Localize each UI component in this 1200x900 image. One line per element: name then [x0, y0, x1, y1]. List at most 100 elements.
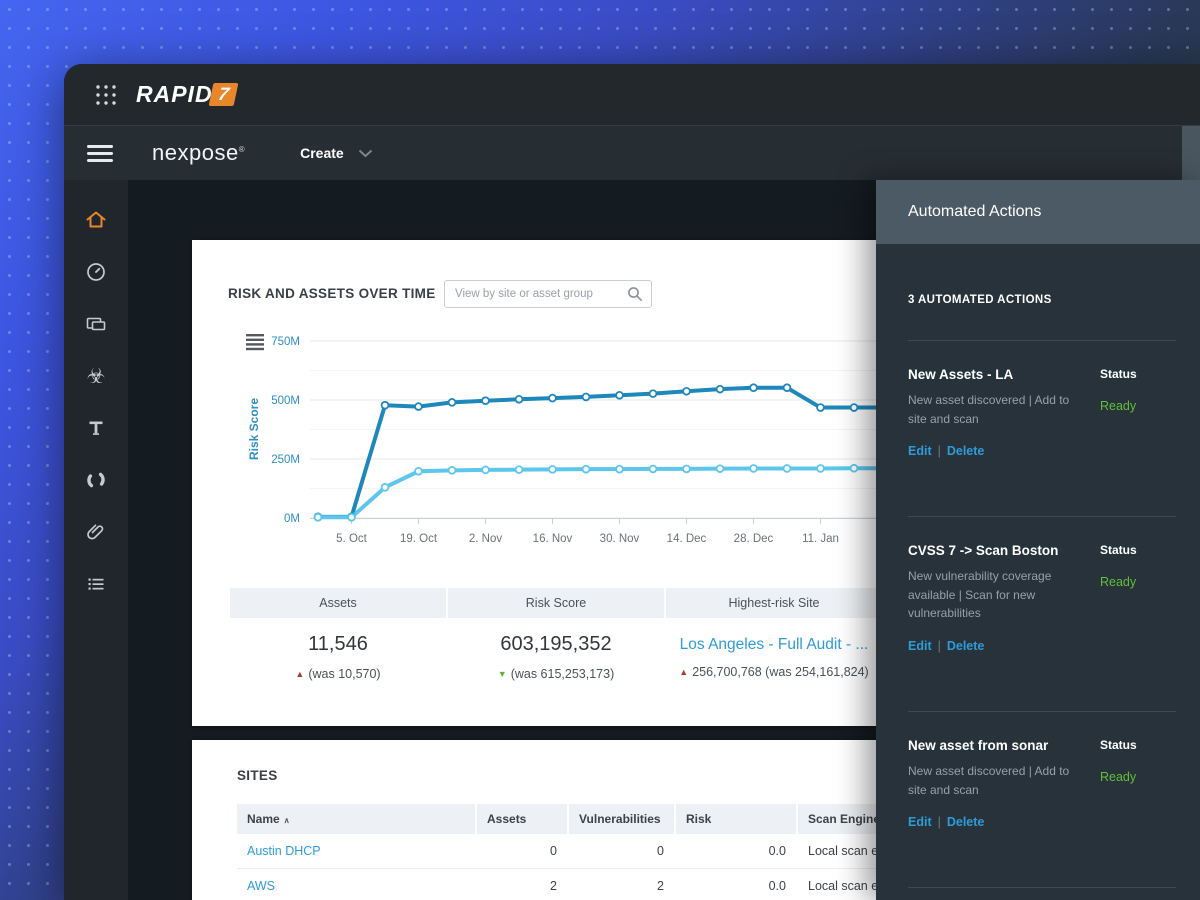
history-icon [87, 263, 105, 281]
status-header: Status [1100, 543, 1137, 558]
site-search-input[interactable] [455, 288, 627, 300]
stat-site-label: Highest-risk Site [666, 588, 882, 618]
stat-assets: Assets 11,546 ▲ (was 10,570) [230, 588, 446, 681]
automated-actions-panel: Automated Actions 3 AUTOMATED ACTIONS Ne… [876, 180, 1200, 900]
risk-card-title: RISK AND ASSETS OVER TIME [228, 286, 436, 301]
logo-text: RAPID [136, 81, 213, 107]
sites-card-title: SITES [237, 768, 278, 783]
stat-risk-label: Risk Score [448, 588, 664, 618]
stat-assets-value: 11,546 [308, 633, 368, 655]
divider [908, 516, 1176, 518]
sort-asc-icon: ∧ [283, 816, 290, 825]
stat-assets-delta: ▲ (was 10,570) [295, 667, 381, 681]
delete-link[interactable]: Delete [946, 444, 985, 459]
svg-text:0M: 0M [284, 513, 300, 525]
nav-bar: nexpose® Create [64, 125, 1200, 180]
panel-body: 3 AUTOMATED ACTIONS New Assets - LA New … [876, 294, 1200, 889]
sidebar-item-policies[interactable] [64, 402, 128, 454]
sidebar-item-reports[interactable] [64, 506, 128, 558]
action-title: New asset from sonar [908, 737, 1049, 753]
status-badge: Ready [1100, 575, 1137, 590]
risk-assets-chart[interactable]: 0M 250M 500M 750M 5. Oct 19. Oct 2. Nov 16. Nov… [192, 328, 1200, 560]
delete-link[interactable]: Delete [946, 638, 985, 653]
divider [908, 710, 1176, 712]
divider [908, 340, 1176, 341]
product-logo: nexpose® [152, 140, 246, 165]
site-search-box[interactable] [444, 280, 652, 308]
col-header-assets[interactable]: Assets [477, 804, 567, 834]
refresh-icon [87, 472, 105, 488]
action-title: New Assets - LA [908, 367, 1014, 382]
svg-text:11. Jan: 11. Jan [802, 533, 839, 545]
delta-down-icon: ▼ [497, 669, 507, 679]
rapid7-logo[interactable]: RAPID 7 [94, 81, 239, 108]
sidebar: ☣ [64, 180, 128, 900]
actions-list: New Assets - LA New asset discovered | A… [908, 341, 1176, 889]
paperclip-icon [87, 524, 104, 540]
svg-text:5. Oct: 5. Oct [336, 533, 367, 545]
app-window: RAPID 7 nexpose® Create [64, 64, 1200, 900]
site-vulnerabilities: 0 [657, 844, 664, 858]
create-button[interactable]: Create [300, 145, 373, 161]
highest-risk-site-link[interactable]: Los Angeles - Full Audit - ... [679, 636, 869, 653]
sidebar-item-vulnerabilities[interactable]: ☣ [64, 350, 128, 402]
delta-up-icon: ▲ [679, 667, 689, 677]
svg-text:28. Dec: 28. Dec [734, 533, 774, 545]
edit-link[interactable]: Edit [908, 638, 932, 653]
svg-text:☣: ☣ [87, 365, 106, 388]
svg-text:750M: 750M [271, 336, 300, 348]
edit-link[interactable]: Edit [908, 444, 932, 459]
summary-stats: Assets 11,546 ▲ (was 10,570) Risk Score 6… [230, 588, 882, 681]
col-header-risk[interactable]: Risk [676, 804, 796, 834]
automated-action-item: CVSS 7 -> Scan Boston New vulnerability … [908, 517, 1176, 677]
sidebar-item-administration[interactable] [64, 558, 128, 610]
status-header: Status [1100, 367, 1137, 381]
col-header-vulnerabilities[interactable]: Vulnerabilities [569, 804, 674, 834]
site-risk: 0.0 [768, 879, 786, 893]
action-title: CVSS 7 -> Scan Boston [908, 543, 1059, 559]
stat-assets-label: Assets [230, 588, 446, 618]
delete-link[interactable]: Delete [946, 815, 985, 830]
stat-risk-value: 603,195,352 [500, 633, 612, 655]
sidebar-item-scans[interactable] [64, 454, 128, 506]
edit-link[interactable]: Edit [908, 815, 932, 830]
action-description: New asset discovered | Add to site and s… [908, 763, 1070, 797]
col-header-name[interactable]: Name ∧ [237, 804, 475, 834]
panel-header: Automated Actions [876, 180, 1200, 244]
search-icon[interactable] [627, 286, 643, 302]
site-name-link[interactable]: Austin DHCP [247, 844, 321, 858]
actions-count: 3 AUTOMATED ACTIONS [908, 294, 1052, 306]
divider [908, 887, 1176, 889]
sidebar-item-assets[interactable] [64, 298, 128, 350]
status-badge: Ready [1100, 769, 1137, 784]
main-header: RAPID 7 [64, 64, 1200, 125]
site-name-link[interactable]: AWS [247, 879, 276, 893]
svg-text:16. Nov: 16. Nov [533, 533, 573, 545]
chevron-down-icon [358, 149, 372, 157]
logo-seven: 7 [208, 83, 239, 106]
sidebar-item-home[interactable] [64, 194, 128, 246]
biohazard-icon: ☣ [87, 365, 106, 388]
delta-up-icon: ▲ [295, 669, 305, 679]
site-assets: 2 [550, 879, 557, 893]
site-risk: 0.0 [768, 844, 786, 858]
stat-risk-delta: ▼ (was 615,253,173) [497, 667, 615, 681]
sidebar-item-history[interactable] [64, 246, 128, 298]
automated-action-item: New Assets - LA New asset discovered | A… [908, 341, 1176, 482]
home-icon [86, 211, 106, 228]
panel-title: Automated Actions [908, 203, 1042, 220]
site-assets: 0 [550, 844, 557, 858]
site-vulnerabilities: 2 [657, 879, 664, 893]
action-description: New asset discovered | Add to site and s… [908, 393, 1070, 426]
status-header: Status [1100, 737, 1137, 752]
action-description: New vulnerability coverage available | S… [908, 569, 1052, 621]
stat-risk-score: Risk Score 603,195,352 ▼ (was 615,253,173… [448, 588, 664, 681]
app-grid-icon[interactable] [94, 82, 120, 108]
svg-text:500M: 500M [271, 395, 300, 407]
menu-toggle-icon[interactable] [87, 141, 113, 166]
svg-text:30. Nov: 30. Nov [600, 533, 640, 545]
status-badge: Ready [1100, 399, 1137, 413]
stat-highest-risk-site: Highest-risk Site Los Angeles - Full Aud… [666, 588, 882, 681]
svg-text:250M: 250M [271, 454, 300, 466]
trademark: ® [238, 144, 246, 154]
